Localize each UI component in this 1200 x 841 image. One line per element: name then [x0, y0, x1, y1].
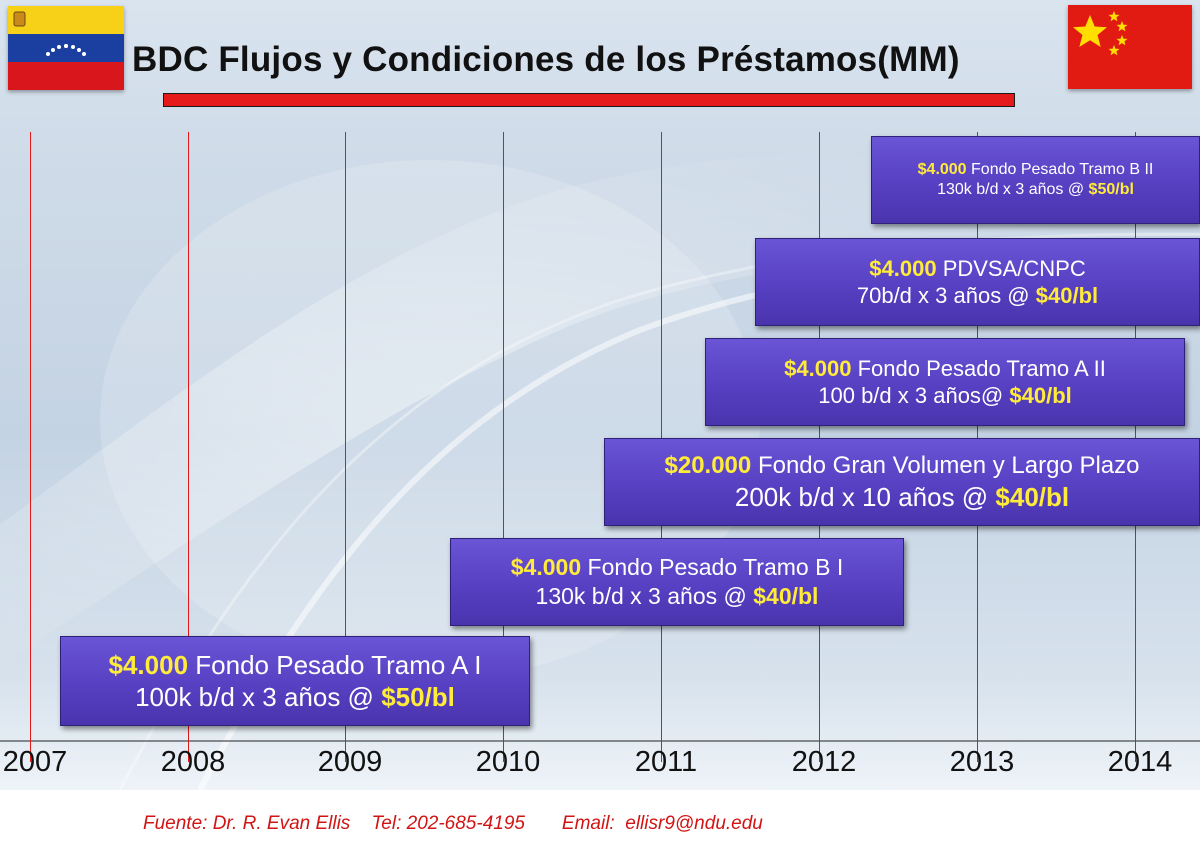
source-author: Fuente: Dr. R. Evan Ellis — [143, 813, 351, 834]
loan-price: $50/bl — [1088, 181, 1134, 198]
loan-amount: $20.000 — [664, 451, 752, 479]
year-label-2010: 2010 — [475, 746, 541, 778]
loan-box-gran-volumen: $20.000 Fondo Gran Volumen y Largo Plazo… — [604, 438, 1200, 526]
venezuela-flag-icon — [8, 6, 124, 90]
year-gridline-2009 — [345, 132, 346, 762]
loan-name: Fondo Gran Volumen y Largo Plazo — [757, 451, 1140, 479]
loan-box-tramo-a-i: $4.000 Fondo Pesado Tramo A I 100k b/d x… — [60, 636, 530, 726]
loan-terms: 70b/d x 3 años @ — [856, 283, 1036, 308]
loan-amount: $4.000 — [108, 649, 189, 680]
year-label-2009: 2009 — [317, 746, 383, 778]
loan-price: $50/bl — [381, 682, 455, 712]
loan-terms: 200k b/d x 10 años @ — [734, 481, 996, 512]
year-label-2007: 2007 — [2, 746, 68, 778]
loan-amount: $4.000 — [784, 355, 852, 381]
source-footer: Fuente: Dr. R. Evan Ellis Tel: 202-685-4… — [143, 813, 763, 835]
loan-price: $40/bl — [1009, 383, 1072, 408]
year-label-2012: 2012 — [791, 746, 857, 778]
loan-name: PDVSA/CNPC — [942, 255, 1086, 281]
loan-price: $40/bl — [753, 583, 819, 609]
loan-amount: $4.000 — [917, 161, 967, 178]
loan-box-pdvsa-cnpc: $4.000 PDVSA/CNPC 70b/d x 3 años @ $40/b… — [755, 238, 1200, 326]
source-email: Email: ellisr9@ndu.edu — [561, 813, 763, 834]
loan-terms: 130k b/d x 3 años @ — [535, 583, 754, 609]
loan-box-tramo-a-ii: $4.000 Fondo Pesado Tramo A II 100 b/d x… — [705, 338, 1185, 426]
year-label-2013: 2013 — [949, 746, 1015, 778]
year-gridline-2007 — [30, 132, 31, 762]
loan-terms: 130k b/d x 3 años @ — [937, 181, 1089, 198]
year-label-2011: 2011 — [634, 746, 698, 778]
loan-price: $40/bl — [1035, 283, 1099, 308]
loan-box-tramo-b-ii: $4.000 Fondo Pesado Tramo B II 130k b/d … — [871, 136, 1200, 224]
loan-name: Fondo Pesado Tramo B I — [587, 554, 844, 581]
loan-amount: $4.000 — [510, 554, 582, 581]
loan-amount: $4.000 — [869, 255, 937, 281]
year-label-2014: 2014 — [1107, 746, 1173, 778]
source-tel: Tel: 202-685-4195 — [371, 813, 525, 834]
loan-name: Fondo Pesado Tramo A I — [195, 649, 482, 680]
loan-name: Fondo Pesado Tramo B II — [971, 161, 1154, 178]
loan-price: $40/bl — [995, 481, 1070, 512]
title-underline-bar — [163, 93, 1015, 107]
china-flag-icon — [1068, 5, 1192, 89]
loan-terms: 100 b/d x 3 años@ — [818, 383, 1010, 408]
loan-terms: 100k b/d x 3 años @ — [135, 682, 382, 712]
loan-name: Fondo Pesado Tramo A II — [857, 355, 1106, 381]
year-gridline-2010 — [503, 132, 504, 762]
page-title: BDC Flujos y Condiciones de los Préstamo… — [132, 40, 960, 79]
loan-box-tramo-b-i: $4.000 Fondo Pesado Tramo B I 130k b/d x… — [450, 538, 904, 626]
year-label-2008: 2008 — [160, 746, 226, 778]
timeline-axis — [0, 740, 1200, 742]
year-gridline-2008 — [188, 132, 189, 762]
